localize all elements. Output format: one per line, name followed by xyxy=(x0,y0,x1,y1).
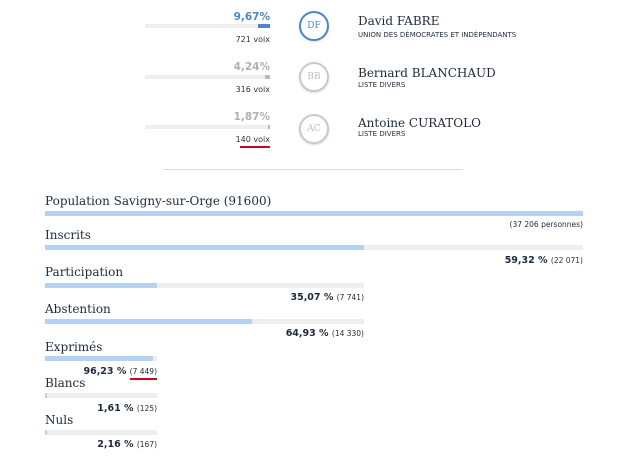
stat-count: (167) xyxy=(136,440,157,449)
candidate-row[interactable]: 4,24% 316 voix BB Bernard BLANCHAUD LIST… xyxy=(0,52,625,104)
section-divider xyxy=(163,169,463,170)
stat-count: (22 071) xyxy=(550,256,583,265)
stat-bar-fill xyxy=(45,393,47,398)
stat-label-population: Population Savigny-sur-Orge (91600) xyxy=(45,194,272,208)
candidate-party: LISTE DIVERS xyxy=(358,130,406,138)
candidate-party: UNION DES DÉMOCRATES ET INDÉPENDANTS xyxy=(358,31,517,39)
candidate-percent: 4,24% xyxy=(233,61,270,73)
highlight-underline xyxy=(130,378,157,380)
candidate-name[interactable]: David FABRE xyxy=(358,14,440,28)
candidate-name[interactable]: Antoine CURATOLO xyxy=(358,116,481,130)
stat-value-participation: 35,07 % (7 741) xyxy=(290,292,364,303)
stat-bar-nuls xyxy=(45,430,157,435)
candidate-vote-bar xyxy=(145,24,270,28)
stat-count: (7 449) xyxy=(129,367,157,376)
stat-label-participation: Participation xyxy=(45,265,124,279)
candidate-percent: 1,87% xyxy=(233,111,270,123)
stat-value-blancs: 1,61 % (125) xyxy=(97,403,157,414)
stat-bar-inscrits xyxy=(45,245,583,250)
candidate-vote-bar xyxy=(145,75,270,79)
candidate-row[interactable]: 9,67% 721 voix DF David FABRE UNION DES … xyxy=(0,0,625,52)
candidate-party: LISTE DIVERS xyxy=(358,81,406,89)
stat-bar-abstention xyxy=(45,319,364,324)
stat-bar-exprimes xyxy=(45,356,157,361)
candidate-percent: 9,67% xyxy=(233,11,270,23)
stat-bar-fill xyxy=(45,356,153,361)
stat-bar-fill xyxy=(45,283,157,288)
stat-bar-fill xyxy=(45,211,583,216)
candidate-vote-bar-fill xyxy=(264,75,270,79)
candidate-avatar: AC xyxy=(299,114,329,144)
stat-percent: 35,07 % xyxy=(290,292,334,303)
stat-value-inscrits: 59,32 % (22 071) xyxy=(505,255,583,266)
stat-bar-participation xyxy=(45,283,364,288)
stat-bar-blancs xyxy=(45,393,157,398)
stat-percent: 96,23 % xyxy=(83,366,127,377)
candidate-votes: 140 voix xyxy=(235,135,270,144)
stat-count: (7 741) xyxy=(336,293,364,302)
candidate-vote-bar xyxy=(145,125,270,129)
stat-bar-fill xyxy=(45,245,365,250)
stat-bar-fill xyxy=(45,319,253,324)
stat-label-blancs: Blancs xyxy=(45,376,86,390)
stat-label-inscrits: Inscrits xyxy=(45,228,91,242)
stat-count: (14 330) xyxy=(331,329,364,338)
stat-label-abstention: Abstention xyxy=(45,302,111,316)
candidate-vote-bar-fill xyxy=(257,24,270,28)
candidate-name[interactable]: Bernard BLANCHAUD xyxy=(358,66,496,80)
stat-percent: 64,93 % xyxy=(285,328,329,339)
stat-count-population: (37 206 personnes) xyxy=(509,220,583,229)
candidate-avatar: DF xyxy=(299,11,329,41)
stat-value-nuls: 2,16 % (167) xyxy=(97,439,157,450)
stat-bar-population xyxy=(45,211,583,216)
stat-label-nuls: Nuls xyxy=(45,413,74,427)
stat-count: (125) xyxy=(136,404,157,413)
stat-bar-fill xyxy=(45,430,48,435)
stat-value-abstention: 64,93 % (14 330) xyxy=(286,328,364,339)
stat-value-exprimes: 96,23 % (7 449) xyxy=(83,366,157,377)
candidate-avatar: BB xyxy=(299,62,329,92)
candidate-votes: 316 voix xyxy=(235,85,270,94)
highlight-underline xyxy=(240,146,270,148)
stat-percent: 59,32 % xyxy=(504,255,548,266)
stat-percent: 2,16 % xyxy=(97,439,134,450)
stat-percent: 1,61 % xyxy=(97,403,134,414)
candidate-votes: 721 voix xyxy=(235,35,270,44)
stat-label-exprimes: Exprimés xyxy=(45,340,103,354)
candidate-vote-bar-fill xyxy=(267,125,270,129)
candidate-row[interactable]: 1,87% 140 voix AC Antoine CURATOLO LISTE… xyxy=(0,104,625,156)
